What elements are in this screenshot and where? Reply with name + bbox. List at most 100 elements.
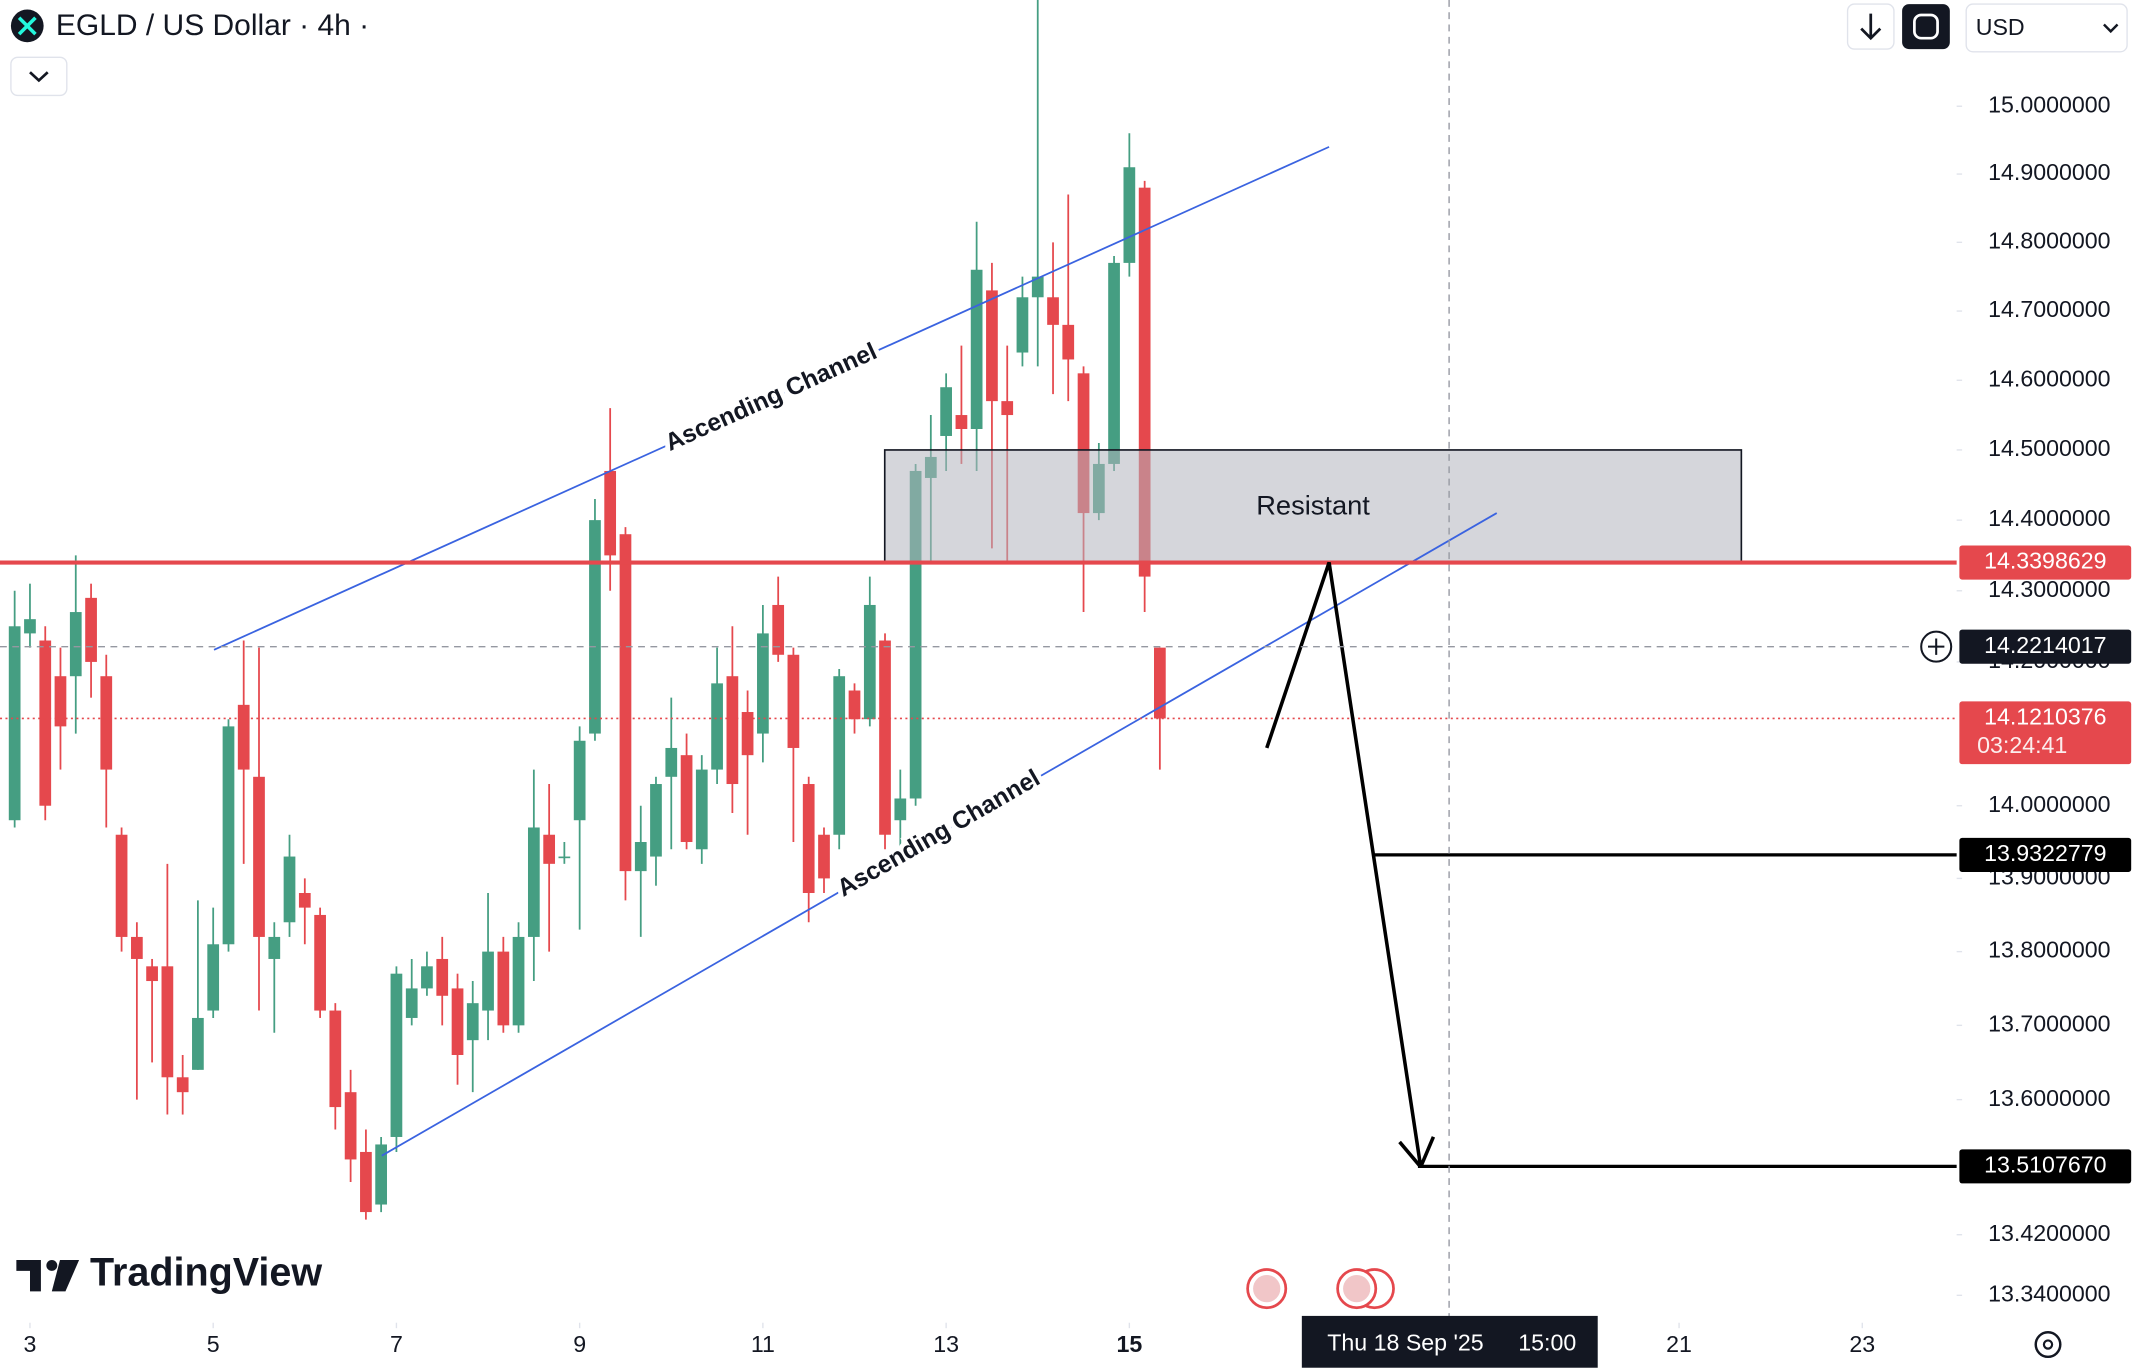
projection-arrow — [1265, 561, 1423, 1168]
price-tag — [1959, 1149, 2132, 1184]
candle-body — [863, 604, 876, 720]
crosshair-date-label: Thu 18 Sep '25 — [1327, 1330, 1483, 1356]
x-tick-label: 11 — [751, 1331, 775, 1357]
candle-body — [818, 834, 830, 879]
x-tick-label: 5 — [207, 1331, 220, 1357]
candle-body — [802, 784, 815, 894]
price-tag-label: 14.3398629 — [1984, 548, 2106, 574]
candle-body — [207, 944, 220, 1011]
candle-body — [1154, 647, 1166, 719]
currency-label: USD — [1976, 14, 2025, 40]
y-tick-label: 14.7000000 — [1988, 296, 2110, 322]
price-tag-label: 14.1210376 — [1984, 704, 2106, 730]
candle-body — [757, 633, 769, 734]
crosshair-price-label: 14.2214017 — [1984, 632, 2106, 658]
brand-mark — [16, 1260, 41, 1292]
candle-body — [421, 966, 433, 989]
candle-body — [8, 626, 21, 821]
y-tick-label: 14.6000000 — [1988, 365, 2110, 391]
candle-body — [970, 269, 983, 429]
candle-body — [1016, 297, 1029, 353]
candle-body — [665, 747, 678, 777]
price-tag — [1959, 545, 2132, 580]
x-tick-label: 7 — [390, 1331, 403, 1357]
brand-mark-slash — [51, 1260, 80, 1292]
candle-body — [1123, 167, 1136, 263]
zone-label: Resistant — [1256, 489, 1370, 520]
candle-body — [1001, 401, 1014, 416]
candle-body — [634, 842, 647, 872]
brand-name: TradingView — [90, 1250, 322, 1294]
y-tick-label: 14.0000000 — [1988, 791, 2110, 817]
candle-body — [222, 726, 235, 945]
candle-body — [283, 856, 296, 923]
crosshair-time-label: 15:00 — [1518, 1330, 1576, 1356]
chevron-icon — [29, 71, 49, 83]
y-tick-label: 14.4000000 — [1988, 505, 2110, 531]
candle-body — [54, 676, 67, 727]
price-tag — [1959, 701, 2132, 765]
candle-body — [466, 1003, 479, 1041]
channel-line — [213, 146, 1330, 651]
y-tick-label: 14.9000000 — [1988, 159, 2110, 185]
candle-body — [161, 966, 174, 1078]
countdown-label: 03:24:41 — [1977, 732, 2067, 758]
candle-body — [527, 827, 540, 937]
x-tick-label: 15 — [1116, 1331, 1142, 1357]
candle-body — [115, 834, 128, 937]
toggle-icon — [1913, 13, 1939, 40]
candle-body — [909, 470, 922, 799]
candle-body — [894, 798, 907, 821]
toggle-button[interactable] — [1902, 4, 1950, 50]
candle-body — [1108, 262, 1120, 464]
settings-icon-core — [2042, 1339, 2054, 1350]
candle-body — [848, 690, 861, 720]
y-tick-label: 14.8000000 — [1988, 227, 2110, 253]
candle-body — [573, 740, 586, 821]
candle-body — [24, 619, 36, 634]
brand-mark-dot — [46, 1260, 58, 1271]
x-tick-label: 21 — [1666, 1331, 1692, 1357]
candle-body — [314, 914, 326, 1011]
candle-body — [512, 936, 525, 1026]
y-tick-label: 13.6000000 — [1988, 1085, 2110, 1111]
candle-body — [879, 640, 891, 835]
arrow-head — [1419, 1136, 1436, 1168]
flag-fill — [1253, 1275, 1281, 1303]
candle-body — [192, 1017, 204, 1070]
candle-body — [482, 951, 494, 1011]
candle-body — [787, 654, 800, 748]
resistance-zone — [883, 449, 1743, 564]
candle-body — [268, 936, 281, 959]
candle-body — [1138, 187, 1151, 577]
candle-body — [1047, 297, 1059, 325]
download-icon — [1860, 13, 1882, 41]
arrow-head — [1398, 1140, 1423, 1169]
candle-body — [1077, 373, 1090, 514]
candle-body — [543, 834, 556, 864]
x-tick-label: 23 — [1849, 1331, 1875, 1357]
candle-body — [955, 415, 968, 429]
candle-body — [711, 683, 723, 770]
candle-body — [344, 1092, 357, 1160]
candle-body — [741, 712, 754, 756]
currency-select[interactable] — [1965, 3, 2128, 53]
event-flags — [1246, 1268, 1395, 1310]
candle-body — [986, 290, 998, 402]
symbol-header: EGLD / US Dollar · 4h · — [10, 9, 369, 97]
candle-body — [772, 604, 785, 655]
x-tick-label: 3 — [24, 1331, 37, 1357]
flag-fill — [1343, 1275, 1371, 1303]
candle-body — [253, 776, 265, 937]
select-caret — [2103, 23, 2119, 34]
candle-body — [390, 973, 403, 1137]
collapse-button[interactable] — [10, 56, 68, 97]
settings-icon[interactable] — [2034, 1331, 2062, 1359]
candle-body — [69, 612, 82, 677]
symbol-logo-glyph — [17, 16, 37, 36]
price-tag-label: 13.5107670 — [1984, 1151, 2106, 1177]
candle-body — [298, 893, 311, 908]
x-tick-label: 13 — [933, 1331, 959, 1357]
